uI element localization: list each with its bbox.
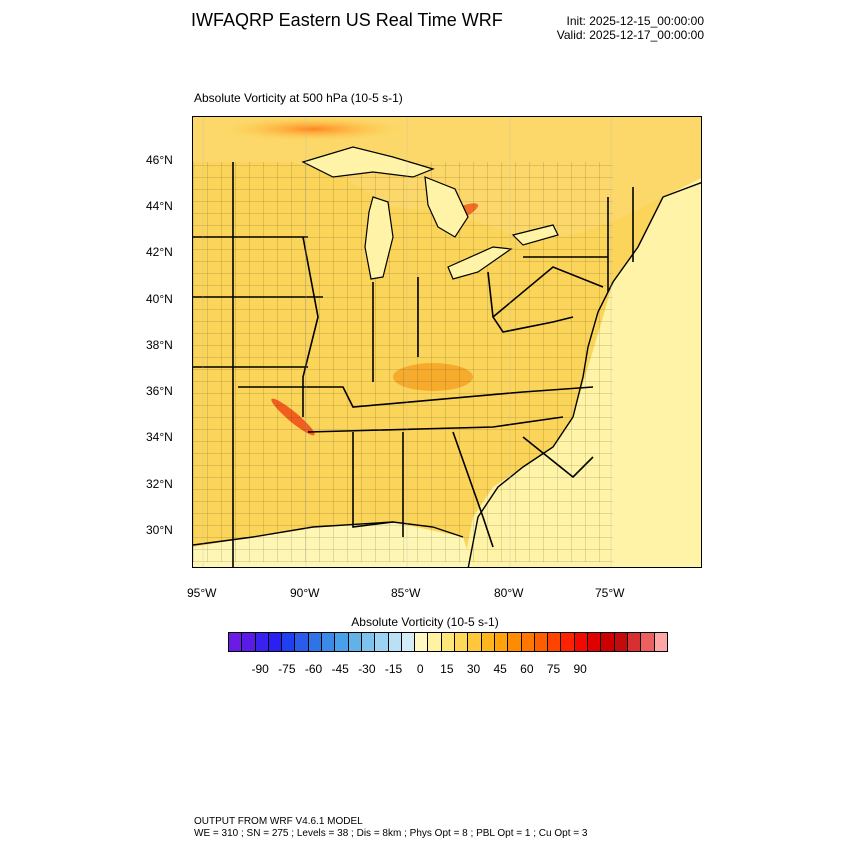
colorbar-tick-label: 90 (573, 662, 587, 676)
colorbar-swatch (428, 633, 442, 651)
colorbar-swatch (534, 633, 549, 651)
plot-title: IWFAQRP Eastern US Real Time WRF (191, 10, 503, 30)
vorticity-map (192, 116, 702, 568)
colorbar-tick-label: 75 (546, 662, 561, 676)
colorbar-swatch (521, 633, 535, 651)
init-time: Init: 2025-12-15_00:00:00 (566, 14, 704, 28)
colorbar-tick-label: 30 (466, 662, 481, 676)
colorbar-swatch (322, 633, 336, 651)
colorbar-swatch (361, 633, 376, 651)
colorbar-tick-label: -30 (358, 662, 376, 676)
valid-time: Valid: 2025-12-17_00:00:00 (556, 28, 704, 42)
colorbar-swatch (295, 633, 309, 651)
lat-label-32n: 32°N (146, 477, 173, 491)
lake-ontario (511, 224, 559, 246)
colorbar (228, 632, 668, 652)
colorbar-swatch (601, 633, 615, 651)
colorbar-tick-label: 0 (416, 662, 424, 676)
init-valid-times: Init: 2025-12-15_00:00:00 Valid: 2025-12… (557, 14, 704, 42)
colorbar-swatch (415, 633, 429, 651)
lat-label-34n: 34°N (146, 430, 173, 444)
vorticity-max-north (223, 117, 403, 141)
colorbar-tick-label: -15 (384, 662, 403, 676)
colorbar-swatch (494, 633, 509, 651)
footer-line-2: WE = 310 ; SN = 275 ; Levels = 38 ; Dis … (194, 828, 588, 839)
colorbar-swatch (388, 633, 402, 651)
colorbar-tick-label: 15 (440, 662, 454, 676)
lon-label-90w: 90°W (290, 586, 320, 600)
colorbar-swatch (588, 633, 602, 651)
colorbar-swatch (335, 633, 349, 651)
colorbar-swatch (441, 633, 456, 651)
colorbar-tick-label: 60 (520, 662, 534, 676)
colorbar-swatch (242, 633, 256, 651)
colorbar-swatch (468, 633, 482, 651)
colorbar-tick-label: -60 (304, 662, 323, 676)
colorbar-swatch (255, 633, 269, 651)
colorbar-tick-label: -90 (251, 662, 269, 676)
lat-label-40n: 40°N (146, 292, 173, 306)
state-borders (193, 162, 634, 567)
coastline (467, 182, 701, 567)
gulf-coastline (193, 521, 464, 546)
lat-label-36n: 36°N (146, 384, 173, 398)
graticule (202, 117, 612, 567)
lake-superior (301, 146, 435, 178)
colorbar-swatch (401, 633, 416, 651)
lon-label-95w: 95°W (187, 586, 217, 600)
colorbar-swatch (614, 633, 628, 651)
colorbar-swatch (508, 633, 522, 651)
colorbar-swatch (561, 633, 575, 651)
colorbar-swatch (348, 633, 362, 651)
colorbar-swatch (375, 633, 389, 651)
colorbar-labels: -90 -75 -60 -45 -30 -15 0 15 30 45 60 75 90 (228, 662, 668, 676)
colorbar-swatch (268, 633, 283, 651)
lake-huron (424, 176, 469, 238)
lake-michigan (364, 196, 394, 280)
lon-label-75w: 75°W (595, 586, 625, 600)
colorbar-swatch (455, 633, 469, 651)
colorbar-tick-label: -45 (331, 662, 349, 676)
lat-label-42n: 42°N (146, 245, 173, 259)
field-label: Absolute Vorticity at 500 hPa (10-5 s-1) (194, 91, 403, 105)
colorbar-swatch (481, 633, 495, 651)
map-canvas (193, 117, 701, 567)
lake-erie (447, 246, 513, 280)
colorbar-swatch (548, 633, 562, 651)
footer-line-1: OUTPUT FROM WRF V4.6.1 MODEL (194, 816, 363, 827)
model-footer: OUTPUT FROM WRF V4.6.1 MODEL WE = 310 ; … (194, 816, 587, 840)
colorbar-tick-label: 45 (493, 662, 507, 676)
lon-label-85w: 85°W (391, 586, 421, 600)
colorbar-swatch (574, 633, 589, 651)
colorbar-swatch (229, 633, 243, 651)
lat-label-46n: 46°N (146, 153, 173, 167)
colorbar-title: Absolute Vorticity (10-5 s-1) (351, 615, 499, 629)
colorbar-swatch (308, 633, 323, 651)
lat-label-30n: 30°N (146, 523, 173, 537)
lat-label-38n: 38°N (146, 338, 173, 352)
colorbar-swatch (627, 633, 642, 651)
lon-label-80w: 80°W (494, 586, 524, 600)
lat-label-44n: 44°N (146, 199, 173, 213)
colorbar-swatch (654, 633, 667, 651)
colorbar-tick-label: -75 (278, 662, 296, 676)
colorbar-swatch (282, 633, 296, 651)
colorbar-swatch (641, 633, 655, 651)
